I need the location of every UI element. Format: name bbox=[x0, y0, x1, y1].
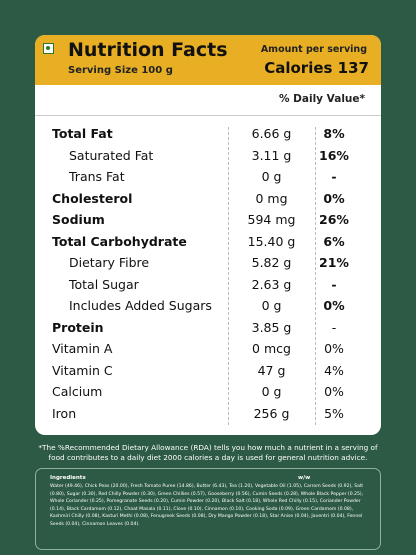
daily-value: 0% bbox=[323, 298, 345, 313]
nutrient-amount: 47 g bbox=[257, 362, 286, 378]
nutrient-name: Calcium bbox=[52, 384, 103, 399]
nutrient-name: Sodium bbox=[52, 212, 105, 227]
nutrient-amount: 0 g bbox=[261, 384, 282, 399]
daily-value: - bbox=[331, 276, 337, 292]
nutrient-amount: 0 g bbox=[261, 169, 282, 184]
nutrient-name: Protein bbox=[52, 319, 104, 335]
daily-value: 0% bbox=[324, 384, 344, 399]
daily-value: - bbox=[331, 319, 337, 335]
daily-value: 21% bbox=[319, 255, 349, 270]
daily-value: 26% bbox=[319, 212, 349, 227]
daily-value: 8% bbox=[323, 126, 345, 141]
nutrient-name: Saturated Fat bbox=[69, 147, 154, 163]
daily-value: 0% bbox=[324, 341, 344, 356]
daily-value: 16% bbox=[319, 147, 349, 163]
nutrient-amount: 0 g bbox=[261, 298, 282, 313]
header: Nutrition Facts Serving Size 100 g Amoun… bbox=[35, 35, 381, 85]
veg-icon bbox=[43, 43, 54, 54]
title: Nutrition Facts bbox=[68, 39, 228, 61]
amount-label: Amount per serving bbox=[260, 44, 367, 55]
nutrient-amount: 5.82 g bbox=[251, 255, 292, 270]
nutrient-name: Total Fat bbox=[52, 126, 113, 141]
column-separator bbox=[315, 127, 316, 425]
nutrient-amount: 3.11 g bbox=[251, 147, 292, 163]
nutrient-amount: 6.66 g bbox=[251, 126, 292, 141]
nutrient-name: Cholesterol bbox=[52, 190, 133, 206]
nutrient-name: Includes Added Sugars bbox=[69, 298, 212, 313]
nutrition-card: Nutrition Facts Serving Size 100 g Amoun… bbox=[35, 35, 381, 435]
nutrient-name: Vitamin C bbox=[52, 362, 113, 378]
nutrient-amount: 594 mg bbox=[247, 212, 296, 227]
divider bbox=[35, 115, 381, 116]
calories: Calories 137 bbox=[264, 59, 369, 77]
nutrient-amount: 256 g bbox=[253, 405, 290, 421]
nutrient-name: Iron bbox=[52, 405, 77, 421]
ingredients-unit: w/w bbox=[298, 475, 311, 481]
nutrient-name: Total Sugar bbox=[69, 276, 139, 292]
column-separator bbox=[228, 127, 229, 425]
ingredients-heading: Ingredients bbox=[50, 475, 86, 481]
daily-value-heading: % Daily Value* bbox=[279, 93, 365, 105]
ingredients-text: Water (49.46), Chick Peas (20.00), Fresh… bbox=[50, 484, 364, 527]
nutrient-amount: 3.85 g bbox=[251, 319, 292, 335]
nutrient-name: Vitamin A bbox=[52, 341, 113, 356]
nutrient-name: Dietary Fibre bbox=[69, 255, 150, 270]
nutrient-amount: 2.63 g bbox=[251, 276, 292, 292]
serving-size: Serving Size 100 g bbox=[68, 65, 173, 76]
nutrient-amount: 0 mcg bbox=[252, 341, 291, 356]
daily-value: 6% bbox=[323, 233, 345, 249]
nutrient-name: Trans Fat bbox=[69, 169, 125, 184]
daily-value: 0% bbox=[323, 190, 345, 206]
nutrient-name: Total Carbohydrate bbox=[52, 233, 187, 249]
footnote: *The %Recommended Dietary Allowance (RDA… bbox=[38, 443, 378, 462]
nutrient-amount: 15.40 g bbox=[247, 233, 296, 249]
daily-value: 4% bbox=[324, 362, 344, 378]
ingredients-box: Ingredients w/w Water (49.46), Chick Pea… bbox=[35, 468, 381, 550]
daily-value: - bbox=[331, 169, 337, 184]
nutrient-amount: 0 mg bbox=[255, 190, 288, 206]
daily-value: 5% bbox=[324, 405, 344, 421]
